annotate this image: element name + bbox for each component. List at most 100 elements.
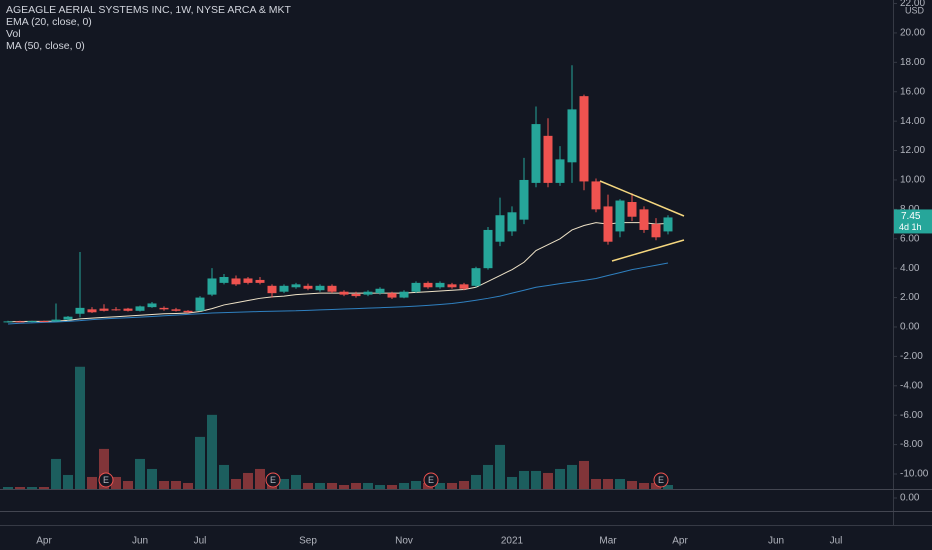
candle-body [363,291,373,295]
candle-body [591,181,601,210]
candle-body [3,321,13,323]
y-tick-label: -8.00 [900,439,923,450]
y-tick-label: 0.00 [900,493,920,504]
candle-body [519,179,529,220]
indicator-line [7,222,669,323]
volume-bar [651,482,661,489]
volume-bar [111,476,121,489]
volume-bar [195,436,205,489]
y-tick-label: 20.00 [900,28,925,39]
volume-bar [63,474,73,489]
candle-body [567,109,577,163]
volume-bar [75,366,85,489]
y-tick-label: 22.00 [900,0,925,9]
candle-body [627,202,637,217]
candle-body [639,209,649,230]
earnings-marker[interactable]: E [653,472,669,488]
candle-body [351,293,361,297]
y-tick-label: 12.00 [900,145,925,156]
candle-body [171,309,181,311]
candle-body [123,308,133,311]
volume-bar [87,476,97,489]
volume-bar [39,486,49,489]
volume-bar [663,484,673,489]
y-tick-label: 2.00 [900,292,920,303]
indicator-line [7,262,669,325]
candle-body [51,319,61,322]
volume-bar [219,464,229,489]
volume-bar [519,470,529,489]
y-tick-label: 10.00 [900,175,925,186]
candle-body [15,321,25,323]
volume-bar [3,486,13,489]
candle-body [135,306,145,311]
price-tag-value: 7.45 [901,211,921,222]
candle-body [243,278,253,283]
candle-body [255,279,265,283]
candle-body [651,224,661,238]
earnings-marker[interactable]: E [265,472,281,488]
candle-body [111,309,121,311]
candle-body [231,278,241,285]
candle-body [279,285,289,292]
indicator-label[interactable]: Vol [6,28,21,40]
plot-area [3,65,673,489]
volume-bar [555,468,565,489]
candle-body [267,285,277,294]
candle-body [339,291,349,295]
volume-bar [495,444,505,489]
x-tick-label: Apr [672,536,688,547]
earnings-marker[interactable]: E [98,472,114,488]
candle-body [87,309,97,313]
candle-body [507,212,517,232]
volume-bar [567,464,577,489]
volume-bar [399,482,409,489]
candle-body [555,159,565,183]
volume-bar [483,464,493,489]
y-tick-label: 6.00 [900,233,920,244]
volume-bar [435,482,445,489]
y-tick-label: 16.00 [900,86,925,97]
y-tick-label: -6.00 [900,410,923,421]
x-tick-label: Mar [599,536,617,547]
candle-body [459,284,469,289]
x-tick-label: Jun [132,536,148,547]
earnings-label: E [658,475,664,485]
price-tag-countdown: 4d 1h [899,222,922,232]
volume-bar [627,480,637,489]
y-tick-label: -2.00 [900,351,923,362]
volume-bar [579,460,589,489]
volume-bar [123,480,133,489]
y-tick-label: -4.00 [900,380,923,391]
volume-bar [99,448,109,489]
indicator-label[interactable]: EMA (20, close, 0) [6,16,92,28]
volume-bar [639,482,649,489]
y-tick-label: -10.00 [900,469,929,480]
volume-bar [255,468,265,489]
indicator-label[interactable]: MA (50, close, 0) [6,40,85,52]
candle-body [411,282,421,292]
x-tick-label: Nov [395,536,413,547]
volume-bar [183,482,193,489]
candle-body [39,321,49,323]
volume-bar [531,470,541,489]
chart-title: AGEAGLE AERIAL SYSTEMS INC, 1W, NYSE ARC… [6,4,292,16]
candle-body [195,297,205,311]
candle-body [291,284,301,288]
candle-body [219,276,229,283]
x-tick-label: Apr [36,536,52,547]
candle-body [603,206,613,242]
candle-body [315,285,325,291]
earnings-label: E [428,475,434,485]
candle-body [63,316,73,320]
volume-bar [339,484,349,489]
candle-body [183,310,193,313]
candle-body [75,307,85,314]
earnings-marker[interactable]: E [423,472,439,488]
volume-bar [135,458,145,489]
candle-body [531,124,541,183]
volume-bar [375,484,385,489]
